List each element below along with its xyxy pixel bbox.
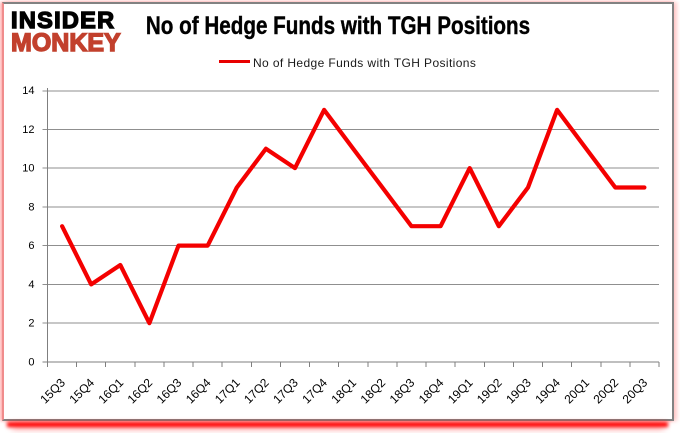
svg-text:2: 2 xyxy=(28,318,34,330)
svg-text:16Q2: 16Q2 xyxy=(125,375,156,406)
svg-text:19Q4: 19Q4 xyxy=(532,375,563,406)
svg-text:16Q1: 16Q1 xyxy=(96,375,127,406)
svg-text:19Q1: 19Q1 xyxy=(445,375,476,406)
svg-text:17Q2: 17Q2 xyxy=(241,375,272,406)
svg-text:18Q1: 18Q1 xyxy=(328,375,359,406)
svg-text:20Q1: 20Q1 xyxy=(561,375,592,406)
svg-text:19Q2: 19Q2 xyxy=(474,375,505,406)
svg-text:12: 12 xyxy=(22,124,34,136)
svg-text:8: 8 xyxy=(28,201,34,213)
svg-text:10: 10 xyxy=(22,163,34,175)
svg-text:16Q4: 16Q4 xyxy=(183,375,214,406)
svg-text:20Q2: 20Q2 xyxy=(591,375,622,406)
svg-text:20Q3: 20Q3 xyxy=(620,375,651,406)
svg-text:16Q3: 16Q3 xyxy=(154,375,185,406)
svg-text:0: 0 xyxy=(28,357,34,369)
svg-text:18Q2: 18Q2 xyxy=(358,375,389,406)
svg-text:4: 4 xyxy=(28,279,34,291)
svg-text:19Q3: 19Q3 xyxy=(503,375,534,406)
svg-text:18Q4: 18Q4 xyxy=(416,375,447,406)
svg-text:17Q4: 17Q4 xyxy=(299,375,330,406)
svg-text:17Q1: 17Q1 xyxy=(212,375,243,406)
svg-text:6: 6 xyxy=(28,240,34,252)
svg-text:15Q4: 15Q4 xyxy=(66,375,97,406)
svg-text:14: 14 xyxy=(22,85,34,97)
svg-text:17Q3: 17Q3 xyxy=(270,375,301,406)
svg-text:15Q3: 15Q3 xyxy=(37,375,68,406)
svg-text:18Q3: 18Q3 xyxy=(387,375,418,406)
